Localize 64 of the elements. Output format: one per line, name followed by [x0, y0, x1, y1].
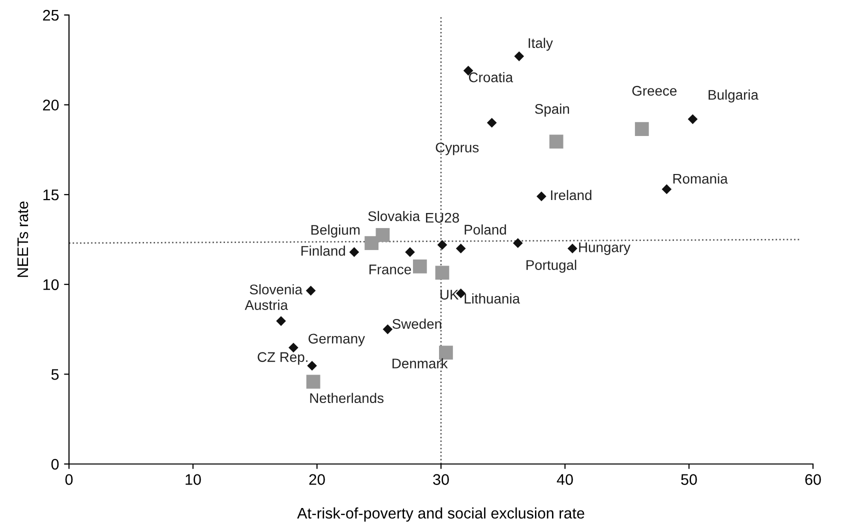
x-tick-label: 0	[65, 474, 73, 485]
y-tick-label: 25	[43, 10, 59, 21]
annotation: Sweden	[392, 318, 442, 329]
annotation: Denmark	[392, 358, 448, 368]
point	[405, 247, 415, 257]
annotation: EU28	[426, 212, 460, 223]
y-tick-label: 5	[51, 369, 59, 380]
annotation: Slovenia	[250, 284, 302, 294]
x-tick-label: 20	[309, 474, 325, 485]
x-tick-label: 40	[556, 474, 573, 485]
annotation: CZ Rep.	[258, 352, 308, 365]
annotation: Hungary	[579, 242, 630, 255]
annotation: France	[370, 264, 411, 274]
point	[307, 360, 317, 371]
y-tick-label: 10	[43, 279, 59, 290]
point	[306, 374, 320, 389]
annotation: Netherlands	[310, 392, 384, 404]
annotation: Austria	[244, 300, 288, 310]
x-tick-label: 10	[186, 474, 201, 485]
point	[512, 238, 523, 248]
y-tick-label: 0	[51, 458, 59, 470]
annotation: Lithuania	[464, 293, 520, 304]
annotation: Romania	[673, 173, 728, 184]
point	[382, 324, 393, 334]
point	[376, 228, 390, 242]
x-tick-label: 50	[681, 474, 697, 485]
point	[688, 114, 698, 124]
point	[412, 259, 427, 274]
point	[306, 286, 316, 296]
annotation: Finland	[301, 246, 345, 256]
y-tick-label: 15	[43, 190, 59, 200]
annotation: Italy	[528, 38, 553, 51]
point	[456, 244, 466, 254]
point	[349, 247, 360, 257]
annotation: Bulgaria	[708, 90, 758, 102]
point	[514, 51, 524, 62]
point	[364, 236, 379, 250]
point	[549, 134, 564, 149]
x-tick-label: 60	[805, 474, 821, 485]
annotation: Poland	[464, 224, 506, 235]
x-tick-label: 30	[433, 474, 449, 485]
annotation: Belgium	[311, 224, 360, 238]
point	[536, 191, 546, 202]
annotation: Germany	[308, 334, 365, 346]
point	[439, 346, 453, 360]
point	[276, 316, 286, 326]
annotation: UK	[440, 290, 459, 300]
point	[662, 184, 672, 194]
annotation: Portugal	[526, 260, 576, 273]
annotation: Ireland	[551, 190, 592, 200]
x-axis-title: At-risk-of-poverty and social exclusion rate	[297, 507, 584, 522]
point	[435, 266, 450, 280]
point	[288, 342, 298, 353]
annotation: Cyprus	[436, 142, 479, 156]
point	[634, 122, 649, 136]
point	[568, 244, 578, 254]
annotation: Spain	[535, 104, 570, 117]
annotation: Croatia	[468, 72, 514, 82]
point	[437, 240, 448, 250]
annotation: Slovakia	[368, 210, 420, 222]
y-tick-label: 20	[43, 100, 59, 110]
point	[486, 118, 497, 128]
y-axis-title: NEETs rate	[17, 202, 28, 277]
annotation: Greece	[632, 86, 677, 96]
